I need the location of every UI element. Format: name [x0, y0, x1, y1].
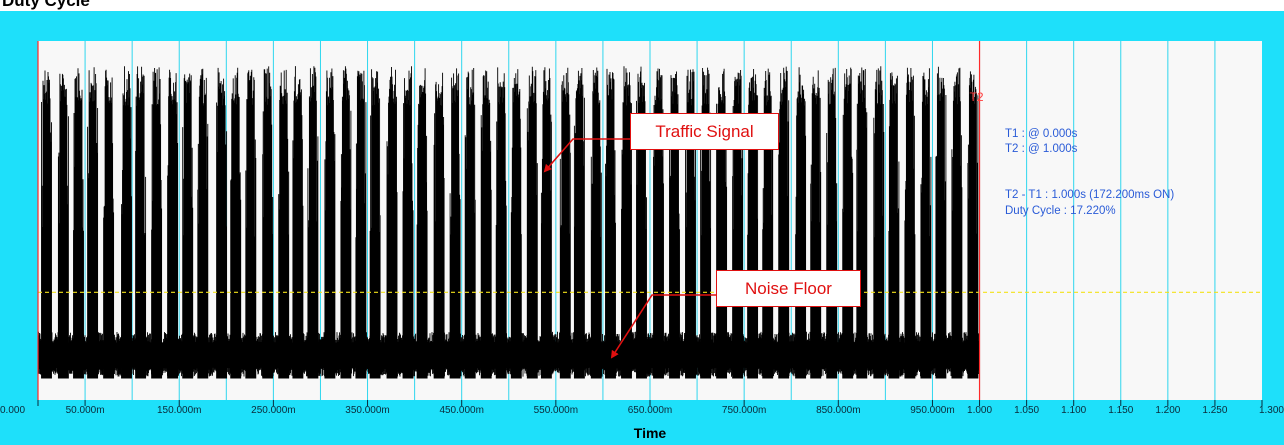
signal-burst [888, 72, 900, 379]
signal-burst [856, 67, 868, 379]
t2-cursor-tag[interactable]: T2 [970, 90, 984, 104]
x-tick-label: 1.300 [1259, 405, 1284, 416]
x-axis-title: Time [634, 425, 667, 441]
signal-burst [590, 67, 602, 379]
cursor-readout: T1 : @ 0.000s T2 : @ 1.000s T2 - T1 : 1.… [1005, 128, 1174, 217]
signal-burst [262, 66, 274, 379]
duty-cycle-chart: 0.000 50.000m 150.000m 250.000m 350.000m 450.… [0, 41, 1284, 441]
signal-burst [355, 70, 367, 379]
signal-burst [951, 67, 963, 379]
signal-burst [151, 67, 163, 379]
traffic-signal-callout: Traffic Signal [630, 113, 779, 150]
signal-burst [967, 71, 979, 379]
signal-burst [920, 68, 932, 379]
x-tick-label: 950.000m [910, 405, 954, 416]
signal-burst [669, 71, 680, 379]
signal-burst [167, 69, 179, 379]
signal-burst [292, 66, 304, 379]
signal-burst [700, 67, 712, 379]
signal-burst [307, 66, 319, 379]
signal-burst [135, 66, 147, 379]
signal-burst [121, 66, 132, 379]
signal-burst [653, 68, 664, 379]
noise-arrow [610, 294, 716, 359]
x-tick-label: 0.000 [0, 405, 25, 416]
x-tick-label: 350.000m [345, 405, 389, 416]
duty-cycle-readout: Duty Cycle : 17.220% [1005, 205, 1116, 217]
signal-burst [842, 67, 854, 379]
signal-burst [340, 66, 352, 379]
noise-floor-trace [37, 331, 980, 377]
signal-burst [324, 68, 336, 379]
signal-burst [904, 67, 916, 379]
signal-burst [197, 68, 209, 379]
signal-trace [37, 66, 980, 379]
x-tick-label: 250.000m [251, 405, 295, 416]
signal-burst [526, 66, 538, 379]
x-tick-label: 1.050 [1014, 405, 1039, 416]
signal-burst [87, 67, 99, 379]
x-tick-label: 550.000m [534, 405, 578, 416]
traffic-arrow [543, 138, 630, 173]
x-tick-label: 650.000m [628, 405, 672, 416]
t2-readout: T2 : @ 1.000s [1005, 143, 1078, 155]
signal-burst [495, 67, 507, 379]
signal-burst [559, 67, 571, 379]
x-tick-label: 50.000m [66, 405, 105, 416]
signal-burst [464, 68, 476, 379]
signal-burst [540, 67, 552, 379]
noise-floor-callout: Noise Floor [716, 270, 861, 307]
signal-burst [685, 69, 696, 379]
signal-burst [103, 69, 115, 379]
x-tick-label: 1.000 [967, 405, 992, 416]
signal-burst [826, 67, 838, 379]
t1-readout: T1 : @ 0.000s [1005, 128, 1078, 140]
signal-burst [182, 73, 194, 379]
x-tick-label: 1.250 [1202, 405, 1227, 416]
signal-burst [449, 68, 461, 379]
delta-readout: T2 - T1 : 1.000s (172.200ms ON) [1005, 189, 1174, 201]
signal-burst [810, 70, 822, 379]
signal-burst [230, 67, 242, 379]
x-tick-label: 150.000m [157, 405, 201, 416]
signal-burst [621, 66, 632, 379]
x-tick-label: 1.150 [1108, 405, 1133, 416]
callout-arrows [543, 138, 716, 359]
signal-burst [778, 66, 790, 379]
signal-burst [369, 69, 381, 379]
signal-burst [402, 66, 414, 379]
signal-burst [636, 66, 647, 379]
x-tick-label: 1.200 [1155, 405, 1180, 416]
signal-burst [795, 67, 807, 379]
x-tick-label: 1.100 [1061, 405, 1086, 416]
signal-burst [216, 67, 228, 379]
signal-burst [935, 66, 947, 379]
x-tick-label: 750.000m [722, 405, 766, 416]
signal-burst [605, 68, 616, 379]
signal-burst [873, 66, 885, 379]
signal-burst [416, 68, 428, 379]
page-title: Duty Cycle [2, 0, 90, 10]
signal-burst [278, 69, 290, 379]
x-axis-ticks: 0.000 50.000m 150.000m 250.000m 350.000m 450.… [0, 400, 1284, 416]
signal-burst [433, 72, 445, 379]
signal-burst [73, 68, 84, 379]
cursor-lines[interactable] [37, 41, 981, 400]
x-tick-label: 850.000m [816, 405, 860, 416]
signal-burst [41, 70, 52, 379]
signal-burst [480, 70, 492, 379]
signal-burst [386, 67, 398, 379]
signal-burst [245, 69, 257, 379]
signal-burst [510, 69, 522, 379]
signal-burst [57, 73, 69, 379]
x-tick-label: 450.000m [439, 405, 483, 416]
signal-burst [573, 68, 585, 379]
duty-cycle-chart-panel: 0.000 50.000m 150.000m 250.000m 350.000m 450.… [0, 11, 1284, 445]
